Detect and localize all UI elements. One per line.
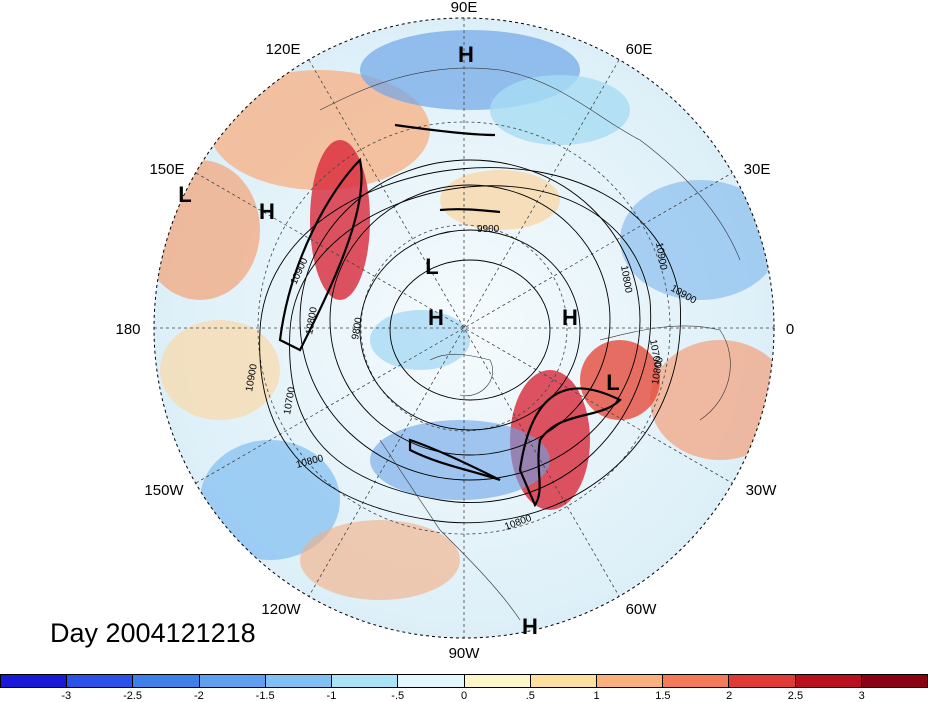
lon-label-60w: 60W (626, 601, 658, 618)
lon-label-120e: 120E (265, 41, 300, 58)
contour-label: 10800 (304, 306, 320, 336)
lon-label-0: 0 (786, 321, 794, 338)
high-marker: H (562, 305, 578, 330)
colorbar-box (398, 675, 465, 687)
colorbar: -3 -2.5 -2 -1.5 -1 -.5 0 .5 1 1.5 2 2.5 3 (0, 674, 928, 702)
low-marker: L (606, 370, 619, 395)
anomaly-field (154, 18, 774, 638)
lon-label-120w: 120W (261, 601, 301, 618)
colorbar-tick-label: -2 (193, 690, 204, 702)
contour-label: 10800 (618, 265, 634, 295)
high-marker: H (259, 199, 275, 224)
contour-label: 10700 (647, 339, 663, 369)
low-marker: L (425, 254, 438, 279)
colorbar-tick-label: .5 (525, 690, 535, 702)
colorbar-box (67, 675, 134, 687)
contour-label: 10800 (650, 356, 666, 386)
lon-label-180: 180 (115, 321, 140, 338)
colorbar-box (464, 675, 531, 687)
pressure-markers: H L H L H H L H (178, 42, 619, 639)
colorbar-tick-label: -2.5 (123, 690, 143, 702)
contour-label: 10700 (282, 386, 298, 416)
graticule (154, 18, 774, 638)
date-title: Day 2004121218 (50, 618, 256, 648)
colorbar-box (861, 675, 928, 687)
colorbar-box (596, 675, 664, 687)
lon-label-90w: 90W (449, 645, 481, 662)
contour-label: 10900 (653, 242, 669, 272)
colorbar-tick-label: 1.5 (655, 690, 671, 702)
lon-label-90e: 90E (451, 0, 478, 16)
colorbar-tick-label: 2 (726, 690, 733, 702)
lon-label-60e: 60E (626, 41, 653, 58)
colorbar-box (133, 675, 200, 687)
high-marker: H (428, 305, 444, 330)
contour-label: 9800 (350, 316, 365, 340)
high-marker: H (522, 614, 538, 639)
low-marker: L (178, 182, 191, 207)
lon-label-150e: 150E (149, 161, 184, 178)
colorbar-tick-label: 2.5 (787, 690, 804, 702)
longitude-labels: 90E 60E 30E 0 30W 60W 90W 120W 150W 180 … (115, 0, 794, 662)
polar-stereographic-map: 90E 60E 30E 0 30W 60W 90W 120W 150W 180 … (115, 0, 794, 662)
colorbar-box (795, 675, 862, 687)
colorbar-tick-label: 0 (460, 690, 468, 702)
colorbar-box (265, 675, 333, 687)
colorbar-box (663, 675, 730, 687)
high-marker: H (458, 42, 474, 67)
lon-label-150w: 150W (144, 482, 184, 499)
lon-label-30e: 30E (744, 161, 771, 178)
colorbar-tick-label: -.5 (391, 690, 405, 702)
jet-contours (278, 123, 622, 508)
colorbar-box (332, 675, 399, 687)
colorbar-box (530, 675, 597, 687)
lon-label-30w: 30W (746, 482, 778, 499)
colorbar-tick-label: -3 (61, 690, 72, 702)
height-contours (259, 159, 681, 524)
colorbar-box (1, 675, 68, 687)
contour-label: 9900 (477, 224, 500, 235)
colorbar-box (199, 675, 266, 687)
colorbar-tick-label: -1.5 (255, 690, 275, 702)
contour-label: 10900 (244, 363, 260, 393)
colorbar-tick-label: 3 (858, 690, 865, 702)
colorbar-box (729, 675, 796, 687)
colorbar-tick-label: 1 (593, 690, 600, 702)
colorbar-boxes (0, 674, 928, 688)
colorbar-tick-label: -1 (326, 690, 337, 702)
map-boundary (153, 17, 775, 639)
